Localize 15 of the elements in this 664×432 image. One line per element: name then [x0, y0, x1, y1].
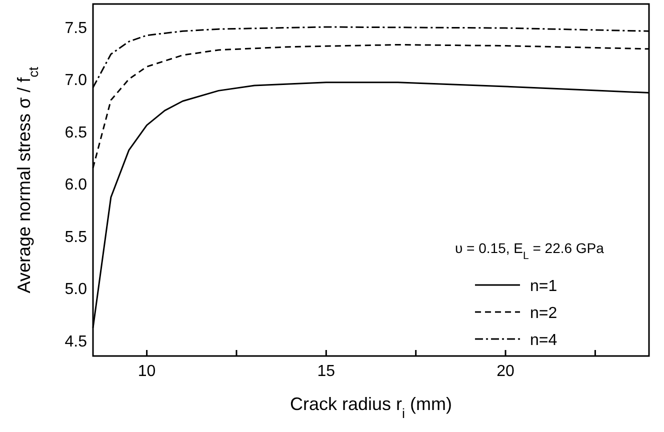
x-tick-label: 10	[138, 363, 156, 380]
y-tick-label: 6.5	[64, 124, 88, 142]
y-tick-label: 7.5	[64, 20, 88, 37]
y-tick-label: 7.0	[64, 72, 88, 90]
y-tick-label: 6.0	[64, 176, 88, 194]
legend-label: n=2	[530, 305, 558, 322]
y-tick-label: 4.5	[64, 333, 88, 350]
x-tick-label: 15	[317, 363, 336, 380]
annotation: υ = 0.15, E$_{L}$ = 22.6 GPa	[455, 240, 604, 262]
x-axis-title: Crack radius r$_{i}$ (mm)	[290, 394, 452, 420]
y-tick-label: 5.0	[64, 281, 88, 298]
legend-label: n=4	[530, 332, 558, 349]
legend-label: n=1	[530, 278, 558, 295]
x-tick-label: 20	[496, 363, 515, 380]
y-tick-label: 5.5	[64, 228, 88, 246]
